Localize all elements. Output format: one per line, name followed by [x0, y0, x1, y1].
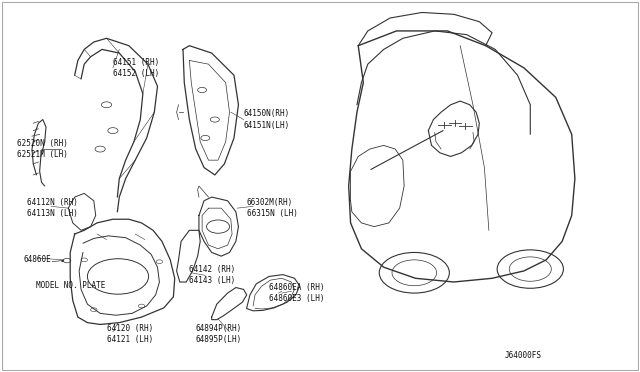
Text: 64894P(RH)
64895P(LH): 64894P(RH) 64895P(LH) [196, 324, 242, 344]
Text: 64151 (RH)
64152 (LH): 64151 (RH) 64152 (LH) [113, 58, 159, 78]
Text: 64860E: 64860E [24, 255, 51, 264]
Text: 66302M(RH)
66315N (LH): 66302M(RH) 66315N (LH) [246, 198, 298, 218]
Text: 64150N(RH)
64151N(LH): 64150N(RH) 64151N(LH) [244, 109, 290, 129]
Text: 64112N (RH)
64113N (LH): 64112N (RH) 64113N (LH) [27, 198, 77, 218]
Text: J64000FS: J64000FS [505, 351, 542, 360]
Text: 64120 (RH)
64121 (LH): 64120 (RH) 64121 (LH) [106, 324, 153, 344]
Text: 62520N (RH)
62521M (LH): 62520N (RH) 62521M (LH) [17, 139, 68, 159]
Text: 64142 (RH)
64143 (LH): 64142 (RH) 64143 (LH) [189, 264, 236, 285]
Text: MODEL NO. PLATE: MODEL NO. PLATE [36, 281, 106, 290]
Text: 64860EA (RH)
64860E3 (LH): 64860EA (RH) 64860E3 (LH) [269, 283, 324, 303]
